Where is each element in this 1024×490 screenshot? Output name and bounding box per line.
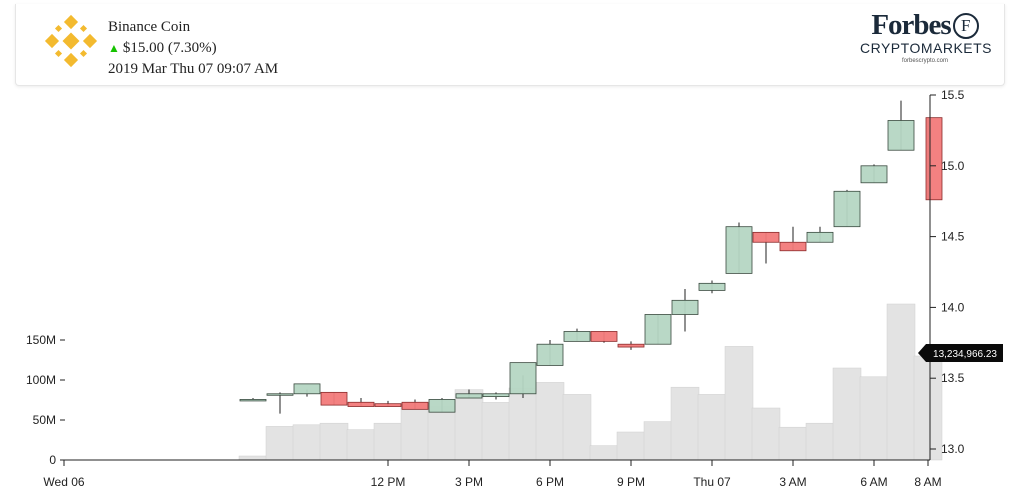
volume-bar <box>643 421 673 461</box>
price-tick-label: 15.5 <box>941 88 965 102</box>
candle-body <box>806 231 834 243</box>
header-card: Binance Coin ▲ $15.00 (7.30%) 2019 Mar Th… <box>15 4 1005 86</box>
candle-body <box>455 393 483 399</box>
coin-name: Binance Coin <box>108 19 191 35</box>
volume-bar <box>346 429 376 461</box>
volume-bar <box>319 422 349 461</box>
volume-bar <box>724 346 754 461</box>
candle-body <box>428 399 456 413</box>
candle-body <box>266 393 294 396</box>
price-change-row: ▲ $15.00 (7.30%) <box>108 38 278 59</box>
datetime: 2019 Mar Thu 07 09:07 AM <box>108 61 279 77</box>
volume-bar <box>859 376 889 461</box>
candle-body <box>644 314 672 345</box>
volume-bar <box>832 367 862 461</box>
candle-body <box>536 343 564 366</box>
volume-bar <box>454 389 484 461</box>
volume-bar <box>400 402 430 461</box>
volume-tick-label: 0 <box>49 453 56 467</box>
x-tick-label: Thu 07 <box>693 475 731 489</box>
volume-bar <box>481 402 511 461</box>
triangle-up-icon: ▲ <box>108 41 120 55</box>
volume-bar <box>697 394 727 461</box>
x-tick-label: 3 PM <box>455 475 483 489</box>
volume-bar <box>508 387 538 461</box>
candle-body <box>779 241 807 252</box>
brand-site: forbescrypto.com <box>901 58 949 64</box>
coin-info: Binance Coin ▲ $15.00 (7.30%) 2019 Mar Th… <box>108 17 278 80</box>
volume-tick-label: 50M <box>33 413 56 427</box>
volume-bar <box>535 382 565 461</box>
x-tick-label: 9 PM <box>617 475 645 489</box>
last-volume-label: 13,234,966.23 <box>933 349 997 360</box>
candles <box>239 100 943 414</box>
x-tick-label: 6 AM <box>860 475 887 489</box>
volume-bar <box>562 394 592 461</box>
candle-body <box>320 391 348 406</box>
x-tick-label: Wed 06 <box>43 475 84 489</box>
volume-bar <box>427 406 457 461</box>
candle-body <box>239 399 267 402</box>
price-tick-label: 13.5 <box>941 371 965 385</box>
candle-body <box>293 383 321 395</box>
x-tick-label: 6 PM <box>536 475 564 489</box>
volume-bar <box>778 426 808 461</box>
candle-body <box>860 165 888 184</box>
brand-name: Forbes <box>871 9 951 41</box>
candle-body <box>590 331 618 342</box>
price-tick-label: 15.0 <box>941 159 965 173</box>
volume-bar <box>805 422 835 461</box>
candle-body <box>509 362 537 395</box>
candle-body <box>374 403 402 407</box>
binance-coin-icon <box>44 14 98 68</box>
candle-body <box>833 190 861 228</box>
candle-body <box>698 282 726 291</box>
price-tick-label: 13.0 <box>941 442 965 456</box>
last-volume-marker <box>918 344 1003 362</box>
volume-bar <box>265 426 295 461</box>
price-tick-label: 14.5 <box>941 230 965 244</box>
volume-tick-label: 150M <box>26 333 56 347</box>
candle-body <box>563 331 591 342</box>
x-tick-label: 3 AM <box>779 475 806 489</box>
volume-bar <box>292 424 322 461</box>
volume-bar <box>751 407 781 461</box>
candle-body <box>925 117 943 201</box>
volume-bars <box>238 303 943 461</box>
axes: Wed 06 12 PM 3 PM 6 PM 9 PM Thu 07 3 AM 6 AM 8 A… <box>26 88 1003 489</box>
candle-body <box>671 299 699 315</box>
price-change: $15.00 (7.30%) <box>122 40 217 56</box>
volume-bar <box>670 386 700 461</box>
volume-bar <box>913 355 943 461</box>
candle-body <box>401 401 429 410</box>
volume-bar <box>589 445 619 461</box>
volume-bar <box>616 431 646 461</box>
candle-body <box>482 393 510 398</box>
brand-sub: CRYPTOMARKETS <box>860 40 993 56</box>
candle-body <box>617 343 645 348</box>
x-tick-label: 12 PM <box>371 475 406 489</box>
forbes-crypto-logo[interactable]: Forbes F CRYPTOMARKETS forbescrypto.com <box>860 9 993 66</box>
volume-bar <box>886 303 916 461</box>
volume-bar <box>373 422 403 461</box>
price-tick-label: 14.0 <box>941 300 965 314</box>
volume-tick-label: 100M <box>26 373 56 387</box>
brand-badge-icon: F <box>952 13 979 39</box>
volume-bar <box>238 455 268 461</box>
candle-body <box>752 231 780 243</box>
candle-body <box>725 226 753 274</box>
candle-body <box>887 120 915 151</box>
x-tick-label: 8 AM <box>914 475 941 489</box>
candle-body <box>347 401 375 407</box>
